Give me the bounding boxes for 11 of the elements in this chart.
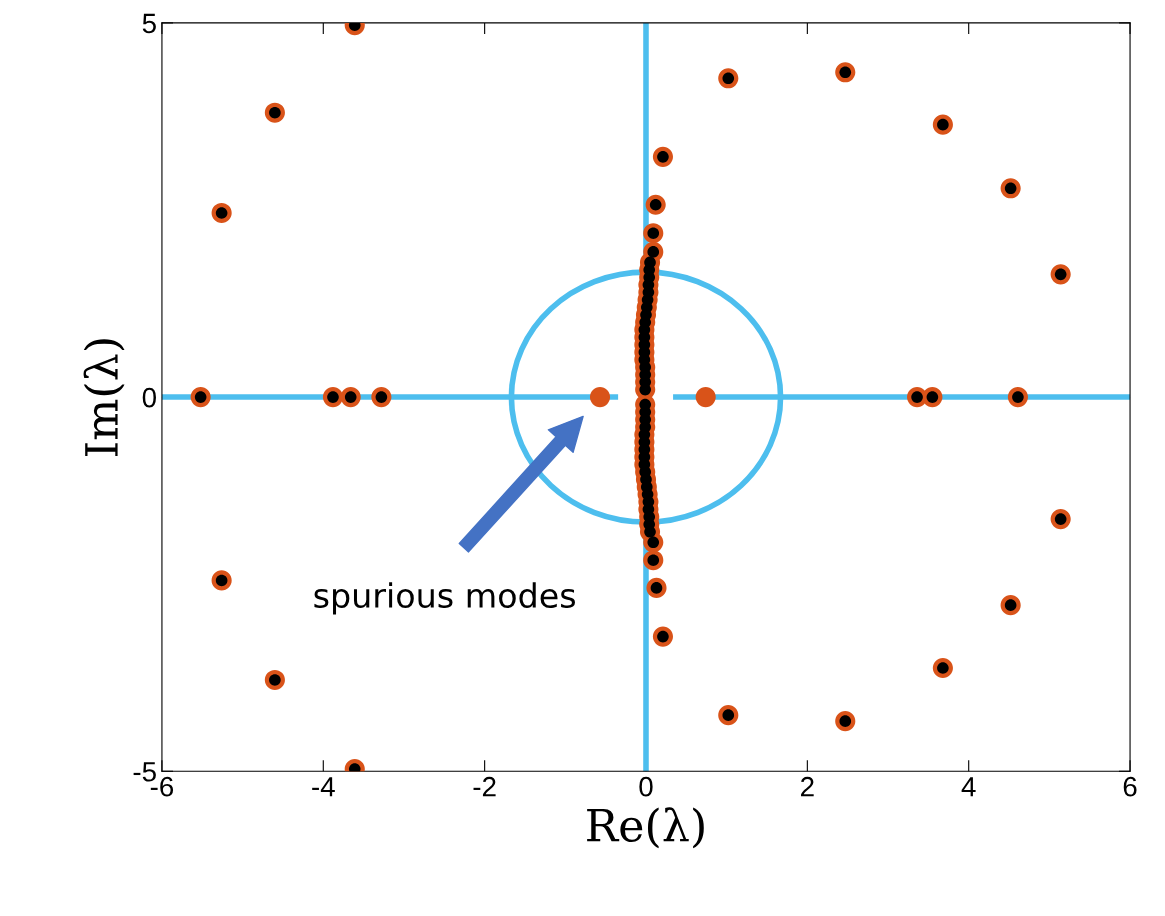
- y-tick-label: 0: [142, 387, 156, 408]
- x-tick-label: -2: [473, 776, 496, 797]
- annotation: spurious modes: [314, 582, 575, 615]
- y-tick-label: 5: [142, 13, 156, 34]
- y-axis-title: Im(λ): [83, 339, 125, 456]
- x-tick-label: 2: [801, 776, 814, 797]
- x-tick-label: 4: [961, 777, 976, 797]
- x-tick-label: 0: [639, 776, 653, 797]
- x-tick-label: 6: [1123, 776, 1137, 797]
- x-axis-title: Re(λ): [587, 807, 704, 849]
- x-tick-label: -4: [312, 777, 335, 797]
